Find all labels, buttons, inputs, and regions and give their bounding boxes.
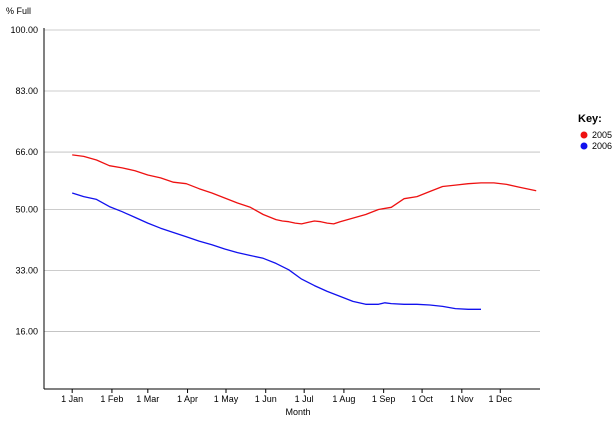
y-tick-label: 66.00 <box>15 147 38 157</box>
legend-title: Key: <box>578 113 602 125</box>
series-line-2005 <box>72 154 537 225</box>
x-tick-label: 1 Aug <box>332 394 355 404</box>
x-tick-label: 1 Jul <box>295 394 314 404</box>
x-tick-label: 1 Nov <box>450 394 474 404</box>
legend-marker-2005 <box>580 131 588 139</box>
y-tick-label: 50.00 <box>15 205 38 215</box>
x-tick-label: 1 Feb <box>100 394 123 404</box>
y-tick-label: 83.00 <box>15 86 38 96</box>
x-tick-label: 1 Apr <box>177 394 198 404</box>
x-tick-label: 1 Jun <box>255 394 277 404</box>
axes <box>43 28 540 390</box>
y-axis-title: % Full <box>6 6 31 16</box>
x-tick-label: 1 May <box>214 394 239 404</box>
legend-label-2006: 2006 <box>592 141 612 151</box>
x-tick-labels: 1 Jan 1 Feb 1 Mar 1 Apr 1 May 1 Jun 1 Jul 1 Aug… <box>61 389 513 404</box>
x-tick-label: 1 Dec <box>489 394 513 404</box>
x-tick-label: 1 Jan <box>61 394 83 404</box>
x-tick-label: 1 Mar <box>136 394 159 404</box>
legend-label-2005: 2005 <box>592 130 612 140</box>
series-lines <box>72 154 537 310</box>
x-tick-label: 1 Sep <box>372 394 396 404</box>
x-axis-title: Month <box>285 407 310 417</box>
y-tick-label: 33.00 <box>15 266 38 276</box>
y-tick-labels: 100.00 83.00 66.00 50.00 33.00 16.00 <box>10 25 38 337</box>
legend-marker-2006 <box>580 142 588 150</box>
grid <box>44 29 540 332</box>
y-tick-label: 100.00 <box>10 25 38 35</box>
y-tick-label: 16.00 <box>15 327 38 337</box>
x-tick-label: 1 Oct <box>411 394 433 404</box>
series-line-2006 <box>72 192 481 310</box>
